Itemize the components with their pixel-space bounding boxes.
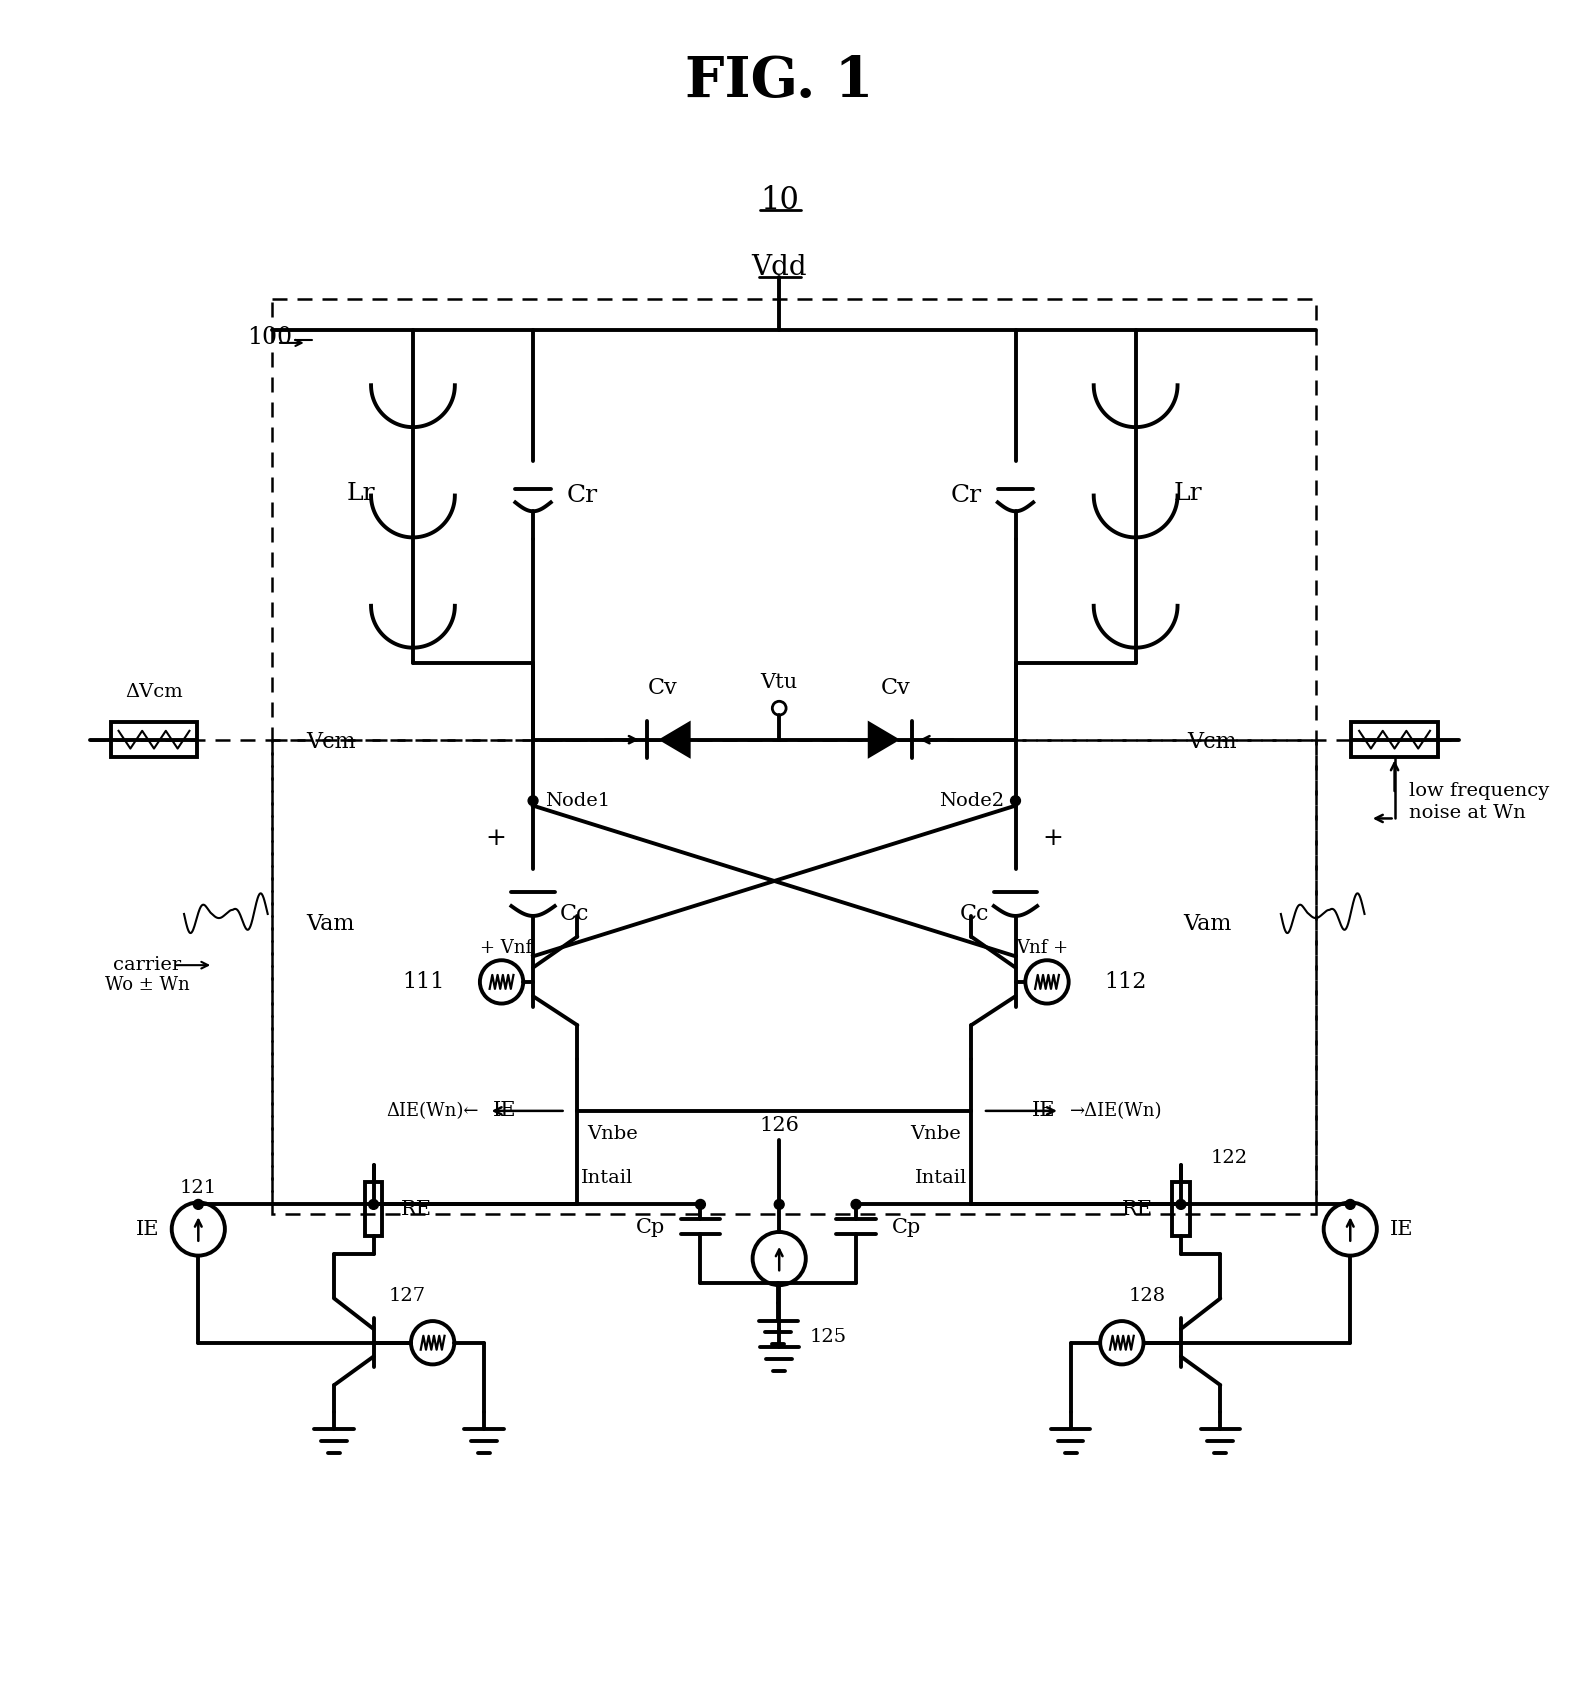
Text: Lr: Lr (346, 481, 376, 505)
Text: 10: 10 (759, 185, 799, 215)
Text: Lr: Lr (1173, 481, 1202, 505)
Bar (272, 298, 1315, 1214)
Circle shape (774, 1200, 785, 1209)
Text: low frequency: low frequency (1410, 781, 1549, 800)
Circle shape (851, 1200, 861, 1209)
Text: 128: 128 (1129, 1288, 1167, 1305)
Text: Vnbe: Vnbe (587, 1124, 638, 1142)
Text: IE: IE (136, 1219, 159, 1239)
Text: 111: 111 (403, 971, 444, 993)
Text: IE: IE (1390, 1219, 1413, 1239)
Text: Cr: Cr (567, 485, 598, 507)
Text: IE: IE (1033, 1102, 1056, 1120)
Text: Cv: Cv (647, 678, 677, 700)
Bar (365, 1181, 382, 1236)
Text: 125: 125 (810, 1329, 846, 1346)
Text: 122: 122 (1211, 1149, 1247, 1168)
Bar (1352, 722, 1438, 758)
Text: Vnbe: Vnbe (911, 1124, 962, 1142)
Text: + Vnf: + Vnf (480, 939, 532, 958)
Bar (111, 722, 197, 758)
Circle shape (368, 1200, 379, 1209)
Text: Vcm: Vcm (306, 731, 357, 753)
Text: noise at Wn: noise at Wn (1410, 803, 1525, 822)
Text: Wo ± Wn: Wo ± Wn (104, 976, 189, 993)
Text: Node1: Node1 (545, 792, 609, 810)
Text: Vam: Vam (1184, 914, 1232, 936)
Text: Cp: Cp (892, 1217, 921, 1237)
Circle shape (695, 1200, 706, 1209)
Text: FIG. 1: FIG. 1 (685, 54, 873, 110)
Text: Vdd: Vdd (752, 254, 807, 281)
Text: Cp: Cp (636, 1217, 665, 1237)
Text: →ΔIE(Wn): →ΔIE(Wn) (1069, 1102, 1162, 1120)
Text: Cv: Cv (881, 678, 910, 700)
Polygon shape (868, 722, 898, 758)
Text: ΔVcm: ΔVcm (125, 683, 183, 702)
Text: 121: 121 (180, 1178, 216, 1197)
Text: 100: 100 (246, 327, 292, 349)
Text: 126: 126 (759, 1115, 799, 1136)
Text: Cc: Cc (960, 903, 988, 925)
Text: Vam: Vam (306, 914, 355, 936)
Text: Cc: Cc (559, 903, 589, 925)
Text: RE: RE (401, 1200, 433, 1219)
Text: 112: 112 (1104, 971, 1146, 993)
Text: Vtu: Vtu (761, 673, 797, 692)
Text: RE: RE (1123, 1200, 1153, 1219)
Polygon shape (660, 722, 690, 758)
Text: Vcm: Vcm (1187, 731, 1236, 753)
Circle shape (193, 1200, 204, 1209)
Text: carrier: carrier (114, 956, 182, 975)
Text: 127: 127 (388, 1288, 425, 1305)
Text: Cr: Cr (951, 485, 982, 507)
Circle shape (1176, 1200, 1186, 1209)
Text: IE: IE (493, 1102, 516, 1120)
Text: Node2: Node2 (938, 792, 1004, 810)
Text: ΔIE(Wn)←: ΔIE(Wn)← (387, 1102, 478, 1120)
Text: Intail: Intail (581, 1170, 633, 1186)
Text: +: + (1042, 827, 1063, 849)
Circle shape (527, 797, 538, 805)
Circle shape (1011, 797, 1020, 805)
Circle shape (1345, 1200, 1355, 1209)
Bar (1172, 1181, 1189, 1236)
Text: Intail: Intail (914, 1170, 968, 1186)
Text: Vnf +: Vnf + (1015, 939, 1067, 958)
Text: +: + (485, 827, 507, 849)
